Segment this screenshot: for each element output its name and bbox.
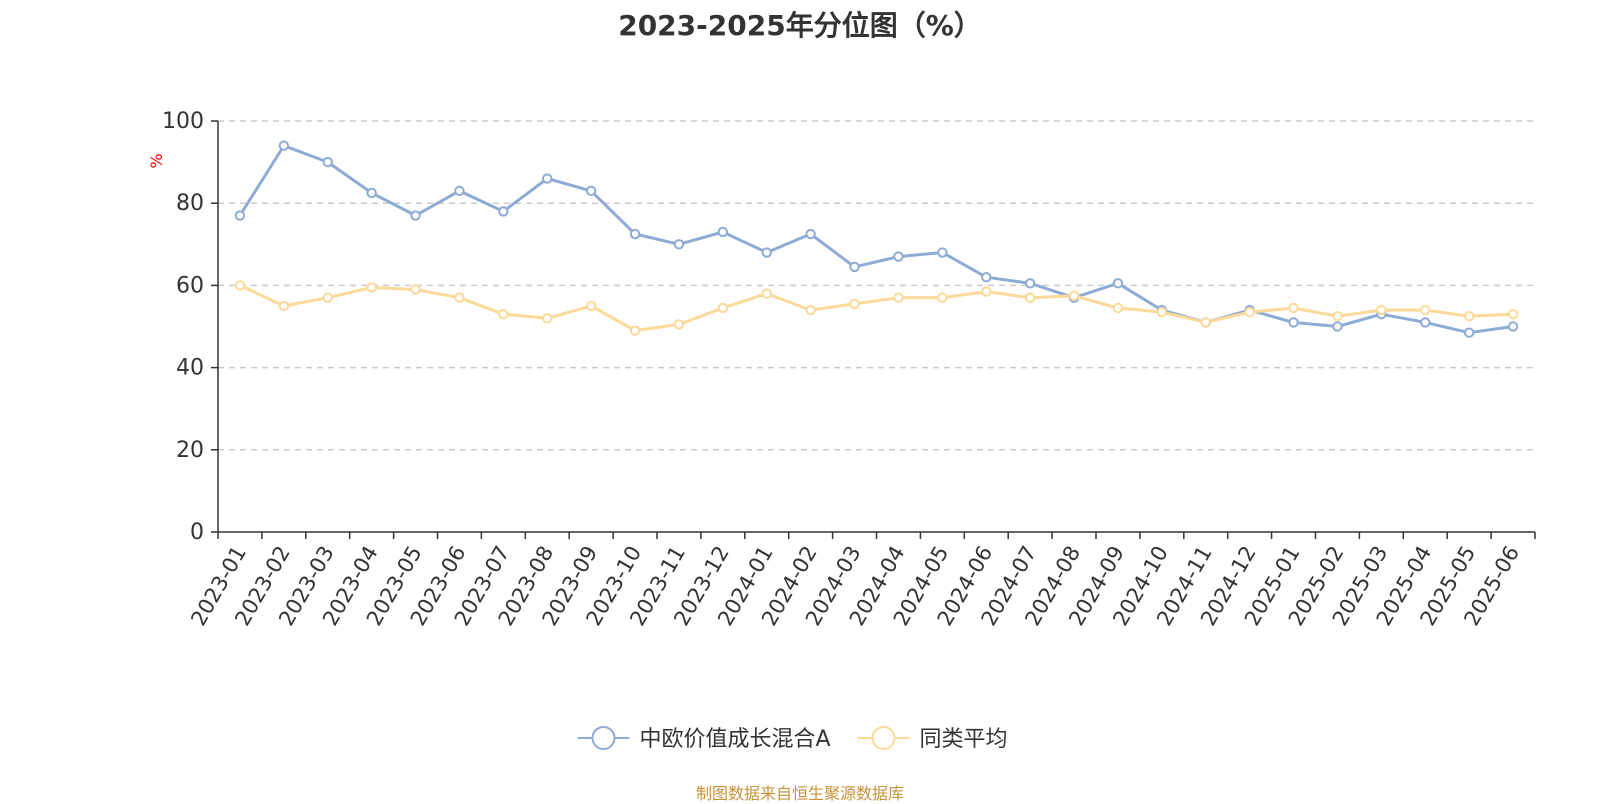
- data-point: [981, 271, 992, 283]
- data-point: [454, 185, 465, 197]
- data-point: [717, 302, 729, 314]
- data-point: [366, 282, 377, 293]
- data-point: [981, 286, 992, 297]
- y-tick-label: 80: [176, 191, 204, 216]
- data-point: [1420, 304, 1431, 316]
- y-tick-label: 20: [176, 438, 204, 463]
- data-point: [761, 288, 772, 299]
- data-point: [893, 251, 904, 262]
- data-point: [805, 228, 816, 240]
- data-point: [585, 185, 597, 197]
- data-point: [1024, 292, 1036, 303]
- legend-label: 同类平均: [920, 727, 1008, 752]
- data-point: [673, 239, 685, 250]
- y-tick-label: 100: [162, 109, 204, 134]
- data-point: [629, 325, 641, 336]
- data-point: [1068, 290, 1080, 301]
- data-point: [1112, 278, 1124, 289]
- data-point: [234, 210, 246, 221]
- data-point: [1024, 278, 1036, 289]
- data-point: [498, 308, 509, 320]
- series-2: [234, 280, 1519, 336]
- data-point: [1288, 317, 1299, 328]
- data-point: [410, 284, 421, 295]
- data-point: [1288, 302, 1299, 314]
- data-point: [673, 319, 685, 330]
- data-point: [937, 247, 948, 258]
- data-point: [278, 140, 290, 151]
- data-point: [542, 173, 553, 184]
- data-point: [410, 210, 421, 221]
- data-point: [1200, 317, 1211, 328]
- data-point: [629, 228, 641, 240]
- data-point: [1332, 311, 1343, 322]
- data-point: [1463, 327, 1475, 338]
- data-point: [322, 156, 333, 168]
- data-point: [542, 313, 553, 324]
- data-point: [1420, 317, 1431, 328]
- data-point: [805, 304, 816, 316]
- data-point: [1332, 321, 1343, 332]
- data-point: [893, 292, 904, 303]
- y-tick-label: 0: [190, 520, 204, 545]
- data-point: [1507, 321, 1519, 332]
- data-point: [1112, 302, 1124, 314]
- series-1: [234, 140, 1519, 338]
- data-point: [366, 187, 377, 199]
- data-point: [717, 226, 729, 238]
- data-point: [322, 292, 333, 303]
- legend-label: 中欧价值成长混合A: [640, 727, 831, 752]
- data-point: [1463, 311, 1475, 322]
- source-note: 制图数据来自恒生聚源数据库: [695, 784, 904, 803]
- data-point: [498, 206, 509, 217]
- data-point: [937, 292, 948, 303]
- legend-marker: [591, 726, 616, 750]
- data-point: [278, 300, 290, 312]
- data-point: [454, 292, 465, 303]
- y-axis-label: %: [147, 153, 166, 168]
- data-point: [849, 261, 860, 273]
- series-line: [239, 284, 1514, 333]
- data-point: [1507, 308, 1519, 320]
- data-point: [234, 280, 246, 291]
- data-point: [1156, 306, 1168, 318]
- data-point: [1244, 306, 1255, 318]
- series-line: [238, 144, 1514, 335]
- y-tick-label: 40: [176, 356, 204, 381]
- data-point: [585, 300, 597, 312]
- legend-marker: [871, 726, 896, 750]
- legend-item-2: 同类平均: [857, 726, 1008, 752]
- data-point: [849, 298, 860, 310]
- y-tick-label: 60: [176, 273, 204, 298]
- data-point: [1376, 304, 1387, 316]
- data-point: [761, 247, 772, 258]
- legend-item-1: 中欧价值成长混合A: [577, 726, 831, 752]
- chart-title: 2023-2025年分位图（%）: [618, 9, 982, 42]
